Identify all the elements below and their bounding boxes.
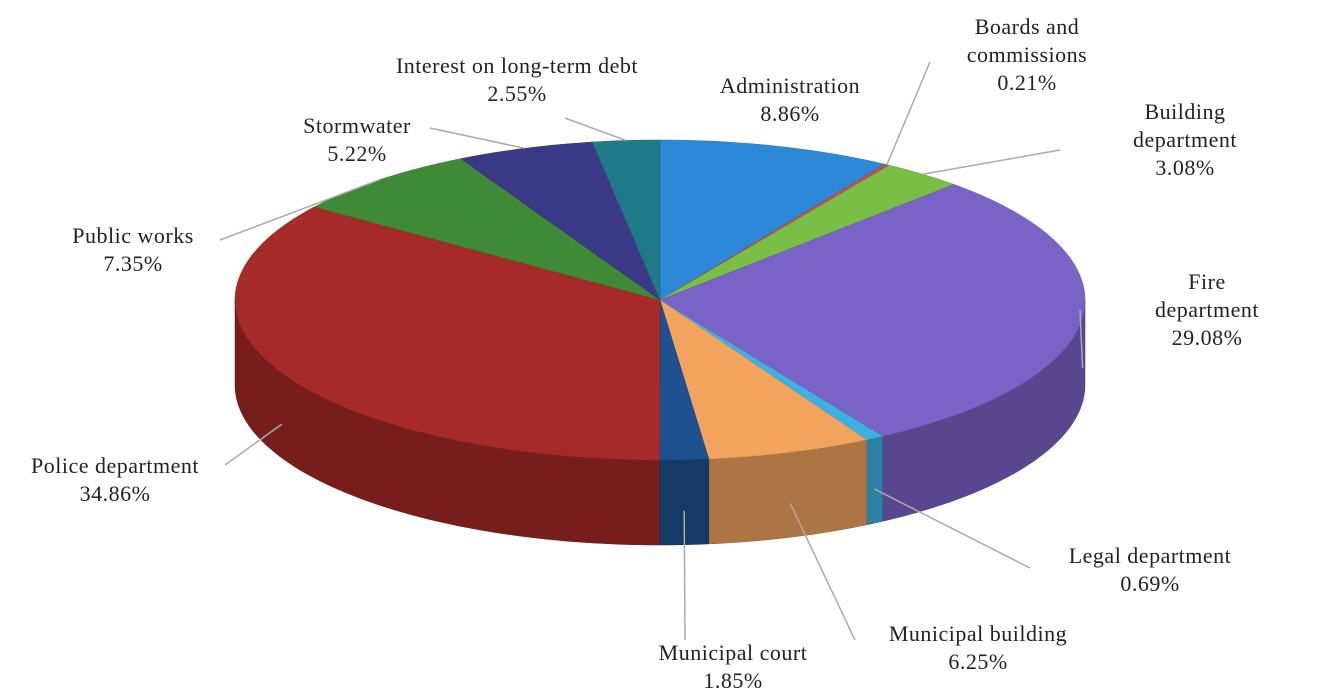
- value-label: 29.08%: [1171, 325, 1243, 350]
- value-label: 0.69%: [1120, 571, 1180, 596]
- slice-label: Interest on long-term debt 2.55%: [396, 52, 638, 108]
- category-label: Municipal building: [888, 621, 1068, 646]
- value-label: 2.55%: [487, 81, 547, 106]
- slice: [659, 139, 886, 301]
- category-label: Administration: [719, 73, 861, 98]
- leader-line: [429, 127, 525, 150]
- value-label: 1.85%: [703, 668, 763, 693]
- leader-line: [886, 61, 931, 165]
- leader-line: [874, 488, 1031, 569]
- slice-label: Fire department 29.08%: [1141, 268, 1274, 352]
- slice-label: Police department 34.86%: [31, 452, 199, 508]
- value-label: 3.08%: [1155, 155, 1215, 180]
- category-label: Interest on long-term debt: [395, 53, 639, 78]
- leader-line: [219, 178, 381, 241]
- slice-label: Municipal building 6.25%: [889, 620, 1067, 676]
- slice-label: Administration 8.86%: [720, 72, 860, 128]
- leader-line: [224, 423, 283, 466]
- value-label: 34.86%: [79, 481, 151, 506]
- category-label: Fire department: [1155, 269, 1259, 322]
- slice: [460, 141, 661, 301]
- slice-label: Stormwater 5.22%: [303, 112, 411, 168]
- slice: [659, 184, 1086, 437]
- slice-label: Legal department 0.69%: [1069, 542, 1232, 598]
- slice: [234, 206, 661, 461]
- leader-line: [922, 149, 1061, 176]
- category-label: Police department: [31, 453, 199, 478]
- leader-line: [1079, 309, 1084, 369]
- leader-line: [683, 510, 686, 641]
- category-label: Public works: [72, 223, 194, 248]
- value-label: 6.25%: [948, 649, 1008, 674]
- category-label: Building department: [1133, 99, 1237, 152]
- value-label: 5.22%: [327, 141, 387, 166]
- value-label: 0.21%: [997, 70, 1057, 95]
- slice-label: Public works 7.35%: [72, 222, 194, 278]
- category-label: Stormwater: [303, 113, 411, 138]
- category-label: Boards and commissions: [966, 14, 1088, 67]
- slice-side: [866, 435, 883, 526]
- value-label: 7.35%: [103, 251, 163, 276]
- leader-line: [564, 117, 627, 142]
- leader-line: [789, 502, 856, 641]
- slice-label: Boards and commissions 0.21%: [942, 13, 1112, 97]
- category-label: Legal department: [1068, 543, 1232, 568]
- value-label: 8.86%: [760, 101, 820, 126]
- category-label: Municipal court: [658, 640, 808, 665]
- slice: [659, 299, 710, 461]
- slice-label: Municipal court 1.85%: [659, 639, 808, 695]
- slice: [659, 299, 868, 460]
- slice-label: Building department 3.08%: [1108, 98, 1263, 182]
